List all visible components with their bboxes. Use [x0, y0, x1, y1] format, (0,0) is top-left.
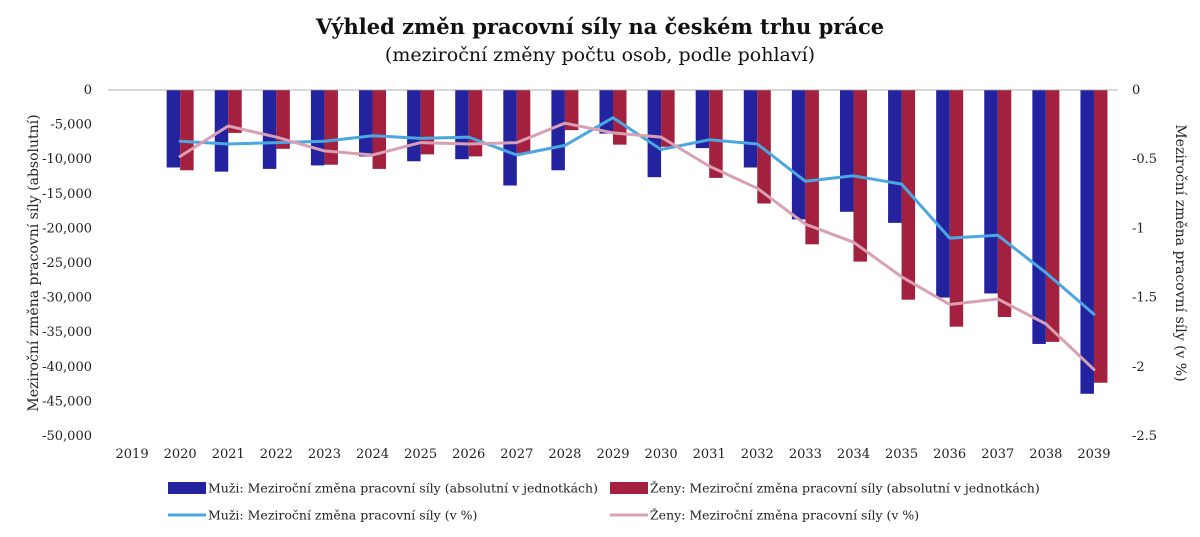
x-tick-label: 2026	[452, 447, 485, 462]
bar-zeny	[468, 90, 483, 157]
bar-muzi	[359, 90, 373, 157]
x-tick-label: 2027	[500, 447, 533, 462]
x-tick-label: 2038	[1029, 447, 1062, 462]
bar-zeny	[805, 90, 819, 245]
bar-muzi	[262, 90, 277, 169]
legend-line-muzi-label: Muži: Meziroční změna pracovní síly (v %…	[208, 508, 477, 523]
bar-zeny	[1093, 90, 1108, 383]
bar-zeny	[949, 90, 964, 327]
bar-muzi	[407, 90, 421, 162]
y-tick-label: -50,000	[42, 429, 92, 444]
bar-zeny	[709, 90, 723, 178]
bar-muzi	[743, 90, 758, 168]
y2-tick-label: -1	[1132, 221, 1145, 236]
x-tick-label: 2023	[308, 447, 341, 462]
y-tick-label: -35,000	[42, 325, 92, 340]
y2-tick-label: 0	[1132, 83, 1140, 98]
y-tick-label: -40,000	[42, 360, 92, 375]
bar-muzi	[455, 90, 469, 160]
y-tick-label: 0	[84, 83, 92, 98]
bar-zeny	[757, 90, 771, 204]
bar-zeny	[1045, 90, 1060, 342]
bar-muzi	[647, 90, 662, 178]
bar-muzi	[503, 90, 517, 186]
legend-bar-muzi-label: Muži: Meziroční změna pracovní síly (abs…	[208, 481, 598, 496]
x-tick-label: 2019	[116, 447, 149, 462]
x-tick-label: 2036	[933, 447, 966, 462]
y-tick-label: -5,000	[50, 118, 92, 133]
y-tick-label: -15,000	[42, 187, 92, 202]
y-tick-label: -45,000	[42, 394, 92, 409]
y2-tick-label: -2	[1132, 360, 1145, 375]
bar-zeny	[516, 90, 531, 153]
legend-bar-zeny-label: Ženy: Meziroční změna pracovní síly (abs…	[650, 481, 1040, 496]
bar-zeny	[661, 90, 675, 147]
bar-zeny	[997, 90, 1012, 317]
x-tick-label: 2025	[404, 447, 437, 462]
y-tick-label: -25,000	[42, 256, 92, 271]
x-tick-label: 2037	[981, 447, 1014, 462]
legend-bar-muzi-swatch	[168, 482, 206, 494]
x-tick-label: 2024	[356, 447, 389, 462]
x-tick-label: 2020	[164, 447, 197, 462]
y-axis-label: Meziroční změna pracovní síly (absolutní…	[26, 114, 42, 411]
chart-title: Výhled změn pracovní síly na českém trhu…	[315, 14, 885, 39]
y2-tick-label: -0.5	[1132, 152, 1157, 167]
chart-subtitle: (meziroční změny počtu osob, podle pohla…	[384, 44, 816, 66]
bar-zeny	[372, 90, 387, 169]
x-tick-label: 2033	[789, 447, 822, 462]
bar-zeny	[420, 90, 435, 155]
bar-muzi	[599, 90, 613, 134]
bar-muzi	[1080, 90, 1094, 394]
bar-muzi	[936, 90, 950, 298]
bar-zeny	[228, 90, 242, 133]
x-tick-label: 2030	[645, 447, 678, 462]
x-tick-label: 2021	[212, 447, 245, 462]
bar-zeny	[564, 90, 579, 131]
x-tick-label: 2022	[260, 447, 293, 462]
bar-zeny	[324, 90, 338, 165]
bar-zeny	[276, 90, 290, 149]
bar-zeny	[180, 90, 194, 171]
bar-muzi	[551, 90, 565, 171]
x-tick-label: 2032	[741, 447, 774, 462]
x-tick-label: 2034	[837, 447, 870, 462]
x-tick-label: 2039	[1077, 447, 1110, 462]
y2-tick-label: -1.5	[1132, 291, 1157, 306]
bar-muzi	[791, 90, 806, 220]
legend-line-zeny-label: Ženy: Meziroční změna pracovní síly (v %…	[650, 508, 919, 523]
x-tick-label: 2031	[693, 447, 726, 462]
bar-muzi	[1032, 90, 1046, 344]
y2-axis-label: Meziroční změna pracovní síly (v %)	[1172, 124, 1188, 381]
bar-muzi	[695, 90, 710, 149]
line-zeny-pct	[178, 121, 1096, 372]
bar-zeny	[901, 90, 916, 300]
bar-muzi	[839, 90, 854, 212]
y-tick-label: -30,000	[42, 291, 92, 306]
bar-muzi	[166, 90, 181, 168]
x-tick-label: 2029	[596, 447, 629, 462]
bar-muzi	[984, 90, 998, 294]
x-tick-label: 2035	[885, 447, 918, 462]
bar-muzi	[888, 90, 902, 223]
y-tick-label: -10,000	[42, 152, 92, 167]
y-tick-label: -20,000	[42, 221, 92, 236]
bar-muzi	[310, 90, 325, 166]
x-tick-label: 2028	[548, 447, 581, 462]
bar-zeny	[613, 90, 627, 145]
y2-tick-label: -2.5	[1132, 429, 1157, 444]
legend-bar-zeny-swatch	[610, 482, 648, 494]
